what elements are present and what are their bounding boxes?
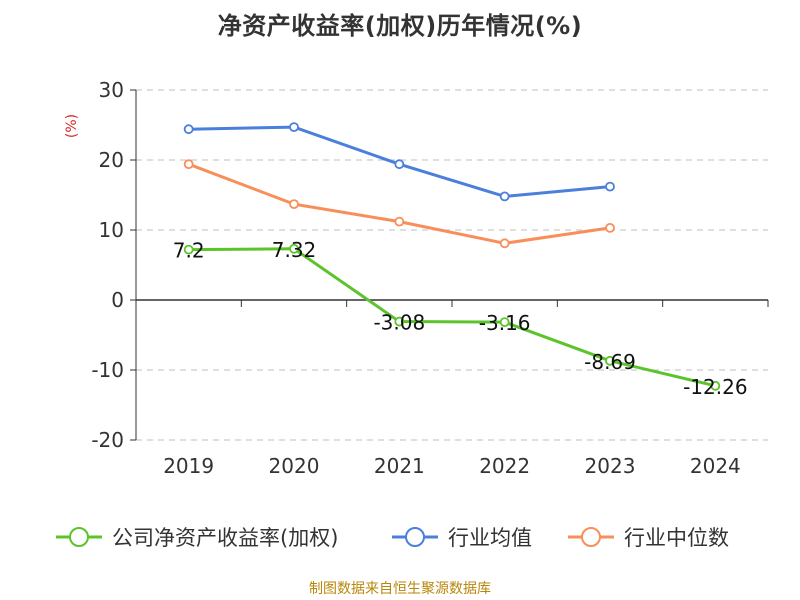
data-labels: 7.2 7.32 -3.08 -3.16 -8.69 -12.26 [173,238,748,399]
data-point [289,243,299,254]
data-point [605,355,615,366]
x-tick-label: 2024 [690,454,741,478]
data-point [710,380,721,391]
legend-label: 行业均值 [448,526,532,550]
x-tick-label: 2021 [374,454,425,478]
legend-item[interactable]: 行业均值 [392,526,532,550]
data-label: 7.2 [173,239,205,263]
legend-marker [69,527,89,547]
legend-label: 公司净资产收益率(加权) [112,526,338,550]
data-point [183,124,194,135]
tick-labels: 30 20 10 0 -10 -20 2019 2020 2021 2022 2023 2024 [91,78,740,478]
legend-label: 行业中位数 [624,526,729,550]
series-line [188,162,611,245]
data-label: -3.08 [373,311,425,335]
data-label: -3.16 [479,311,531,335]
data-source-note: 制图数据来自恒生聚源数据库 [309,581,491,597]
legend[interactable]: 公司净资产收益率(加权) 行业均值 行业中位数 [56,526,729,550]
data-point [499,317,510,328]
legend-marker [581,527,601,547]
data-point [499,238,510,249]
data-point [183,244,194,255]
y-tick-label: 10 [99,218,124,242]
y-axis-label: (%) [64,114,80,138]
y-tick-label: 30 [99,78,124,102]
x-tick-label: 2023 [585,454,636,478]
y-tick-label: -10 [91,358,124,382]
data-point [394,159,405,170]
x-tick-label: 2022 [479,454,530,478]
data-point [289,122,299,132]
data-label: -12.26 [683,375,747,399]
axes [130,89,769,441]
gridlines [136,89,768,441]
data-label: -8.69 [584,350,636,374]
data-point [499,191,510,202]
legend-marker [405,527,425,547]
y-tick-label: 20 [99,148,124,172]
data-label: 7.32 [272,238,317,262]
data-point [394,316,405,327]
legend-item[interactable]: 行业中位数 [568,526,729,550]
y-tick-label: -20 [91,428,124,452]
data-point [183,159,194,170]
data-point [289,199,299,210]
x-tick-label: 2020 [269,454,320,478]
data-point [605,181,615,192]
y-tick-label: 0 [111,288,124,312]
series-line [188,247,716,388]
legend-item[interactable]: 公司净资产收益率(加权) [56,526,338,550]
chart-title: 净资产收益率(加权)历年情况(%) [217,12,583,40]
data-point [605,222,615,233]
x-tick-label: 2019 [163,454,214,478]
data-point [394,216,405,227]
series-lines [183,122,721,391]
